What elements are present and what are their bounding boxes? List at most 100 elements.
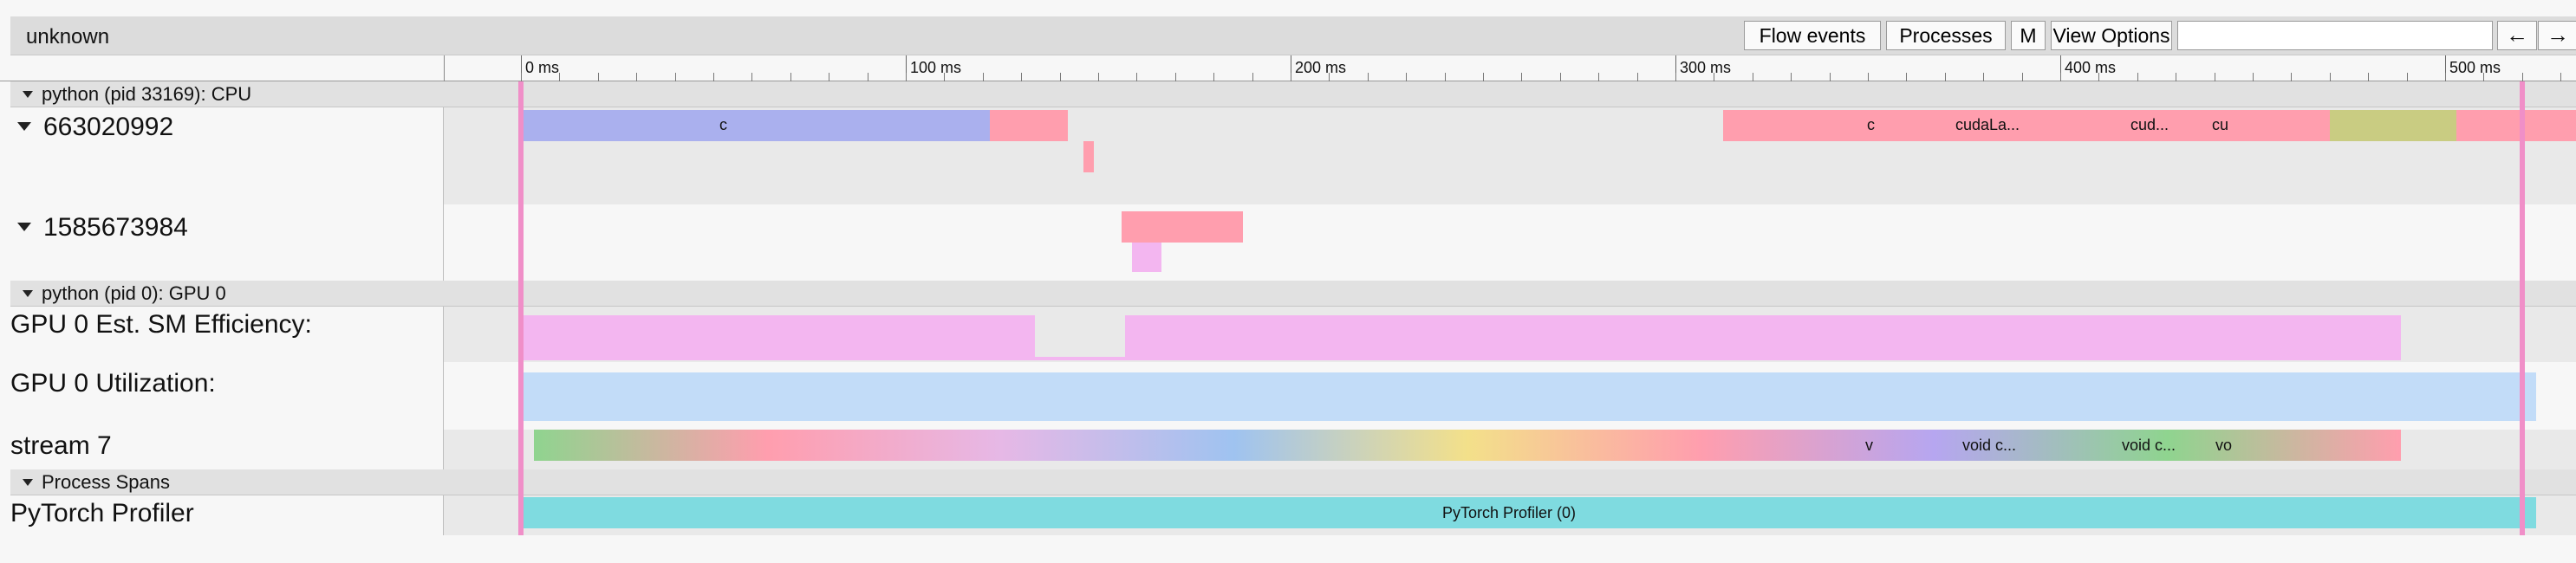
ruler-minor-tick xyxy=(1098,73,1099,81)
cpu-slice[interactable] xyxy=(1083,141,1094,172)
ruler-minor-tick xyxy=(1059,73,1061,81)
ruler-minor-tick xyxy=(559,73,561,81)
ruler-minor-tick xyxy=(2060,73,2061,81)
ruler-minor-tick xyxy=(1636,73,1638,81)
sm-efficiency-bar xyxy=(1125,315,2401,360)
slice-label: cud... xyxy=(2130,116,2169,133)
ruler-minor-tick xyxy=(597,73,599,81)
ruler-tick-label: 100 ms xyxy=(910,59,962,76)
ruler-minor-tick xyxy=(2406,73,2408,81)
prev-arrow-icon[interactable]: ← xyxy=(2497,21,2537,50)
ruler-tick xyxy=(521,55,522,81)
collapse-triangle-icon[interactable] xyxy=(23,91,33,99)
ruler-minor-tick xyxy=(2560,73,2562,81)
slice-label: cu xyxy=(2212,116,2229,133)
cpu-slice[interactable] xyxy=(1122,211,1243,243)
ruler-minor-tick xyxy=(1406,73,1408,81)
cpu-slice[interactable] xyxy=(2330,110,2456,141)
ruler-minor-tick xyxy=(790,73,791,81)
ruler-tick-label: 300 ms xyxy=(1680,59,1732,76)
slice-label: PyTorch Profiler (0) xyxy=(1442,504,1577,521)
collapse-triangle-icon[interactable] xyxy=(17,122,31,132)
m-button[interactable]: M xyxy=(2011,21,2046,50)
cpu-slice-c[interactable] xyxy=(524,110,990,141)
ruler-minor-tick xyxy=(1598,73,1600,81)
ruler-minor-tick xyxy=(636,73,638,81)
gpu-kernel-slices[interactable] xyxy=(534,430,2401,461)
ruler-minor-tick xyxy=(2521,73,2523,81)
gpu-process-title: python (pid 0): GPU 0 xyxy=(42,282,226,304)
stream-7-lane[interactable]: v void c... void c... vo xyxy=(444,430,2576,469)
cpu-slice[interactable] xyxy=(2262,110,2316,141)
ruler-minor-tick xyxy=(1675,73,1676,81)
cpu-slice[interactable] xyxy=(990,110,1068,141)
ruler-tick-label: 0 ms xyxy=(525,59,560,76)
process-spans-header[interactable]: Process Spans xyxy=(10,469,2576,495)
ruler-minor-tick xyxy=(1136,73,1138,81)
slice-label: v xyxy=(1865,437,1873,454)
collapse-triangle-icon[interactable] xyxy=(17,223,31,232)
ruler-minor-tick xyxy=(1444,73,1446,81)
sm-efficiency-lane[interactable] xyxy=(444,307,2576,362)
stream-7-label: stream 7 xyxy=(10,430,444,469)
thread-id-label: 663020992 xyxy=(43,113,174,141)
ruler-tick-label: 400 ms xyxy=(2065,59,2117,76)
ruler-minor-tick xyxy=(1944,73,1946,81)
time-ruler[interactable]: 0 ms 100 ms 200 ms 300 ms 400 ms 500 ms xyxy=(0,55,2576,81)
search-input[interactable] xyxy=(2177,21,2493,50)
thread-663020992-lane[interactable]: c c cudaLa... cud... cu xyxy=(444,107,2576,204)
ruler-minor-tick xyxy=(1252,73,1253,81)
ruler-minor-tick xyxy=(982,73,984,81)
processes-button[interactable]: Processes xyxy=(1886,21,2006,50)
ruler-minor-tick xyxy=(1829,73,1831,81)
pytorch-profiler-lane[interactable]: PyTorch Profiler (0) xyxy=(444,495,2576,535)
thread-1585673984-lane[interactable] xyxy=(444,204,2576,281)
cpu-slice[interactable] xyxy=(1132,243,1161,272)
gpu-utilization-lane[interactable] xyxy=(444,362,2576,430)
sm-efficiency-bar xyxy=(1035,357,1125,360)
next-arrow-icon[interactable]: → xyxy=(2538,21,2576,50)
flow-events-button[interactable]: Flow events xyxy=(1744,21,1881,50)
ruler-minor-tick xyxy=(944,73,946,81)
view-options-button[interactable]: View Options xyxy=(2051,21,2172,50)
ruler-minor-tick xyxy=(2137,73,2138,81)
ruler-minor-tick xyxy=(2291,73,2293,81)
cpu-process-header[interactable]: python (pid 33169): CPU xyxy=(10,81,2576,107)
ruler-tick xyxy=(2445,55,2446,81)
gpu-process-header[interactable]: python (pid 0): GPU 0 xyxy=(10,281,2576,307)
slice-label: c xyxy=(719,116,727,133)
ruler-minor-tick xyxy=(906,73,907,81)
ruler-minor-tick xyxy=(2483,73,2485,81)
ruler-tick xyxy=(1675,55,1676,81)
range-start-marker[interactable] xyxy=(518,81,524,535)
ruler-minor-tick xyxy=(521,73,522,81)
range-end-marker[interactable] xyxy=(2520,81,2525,535)
slice-label: vo xyxy=(2215,437,2233,454)
thread-663020992-label[interactable]: 663020992 xyxy=(10,107,444,204)
ruler-tick xyxy=(906,55,907,81)
collapse-triangle-icon[interactable] xyxy=(23,290,33,298)
profiler-span[interactable] xyxy=(524,497,2536,528)
ruler-minor-tick xyxy=(2329,73,2331,81)
gpu-utilization-area xyxy=(524,372,2536,421)
ruler-minor-tick xyxy=(1174,73,1176,81)
ruler-minor-tick xyxy=(1021,73,1023,81)
thread-1585673984-label[interactable]: 1585673984 xyxy=(10,204,444,281)
ruler-minor-tick xyxy=(2368,73,2370,81)
collapse-triangle-icon[interactable] xyxy=(23,479,33,487)
ruler-minor-tick xyxy=(1213,73,1215,81)
ruler-minor-tick xyxy=(1791,73,1792,81)
ruler-minor-tick xyxy=(674,73,676,81)
ruler-minor-tick xyxy=(1906,73,1908,81)
pytorch-profiler-label: PyTorch Profiler xyxy=(10,495,444,535)
ruler-divider xyxy=(444,55,445,81)
ruler-tick-label: 500 ms xyxy=(2449,59,2501,76)
ruler-tick-label: 200 ms xyxy=(1295,59,1347,76)
ruler-minor-tick xyxy=(1329,73,1330,81)
ruler-minor-tick xyxy=(2098,73,2100,81)
slice-label: c xyxy=(1867,116,1875,133)
gpu-utilization-label: GPU 0 Utilization: xyxy=(10,362,444,430)
ruler-minor-tick xyxy=(2253,73,2254,81)
ruler-minor-tick xyxy=(751,73,753,81)
trace-title: unknown xyxy=(26,25,110,49)
